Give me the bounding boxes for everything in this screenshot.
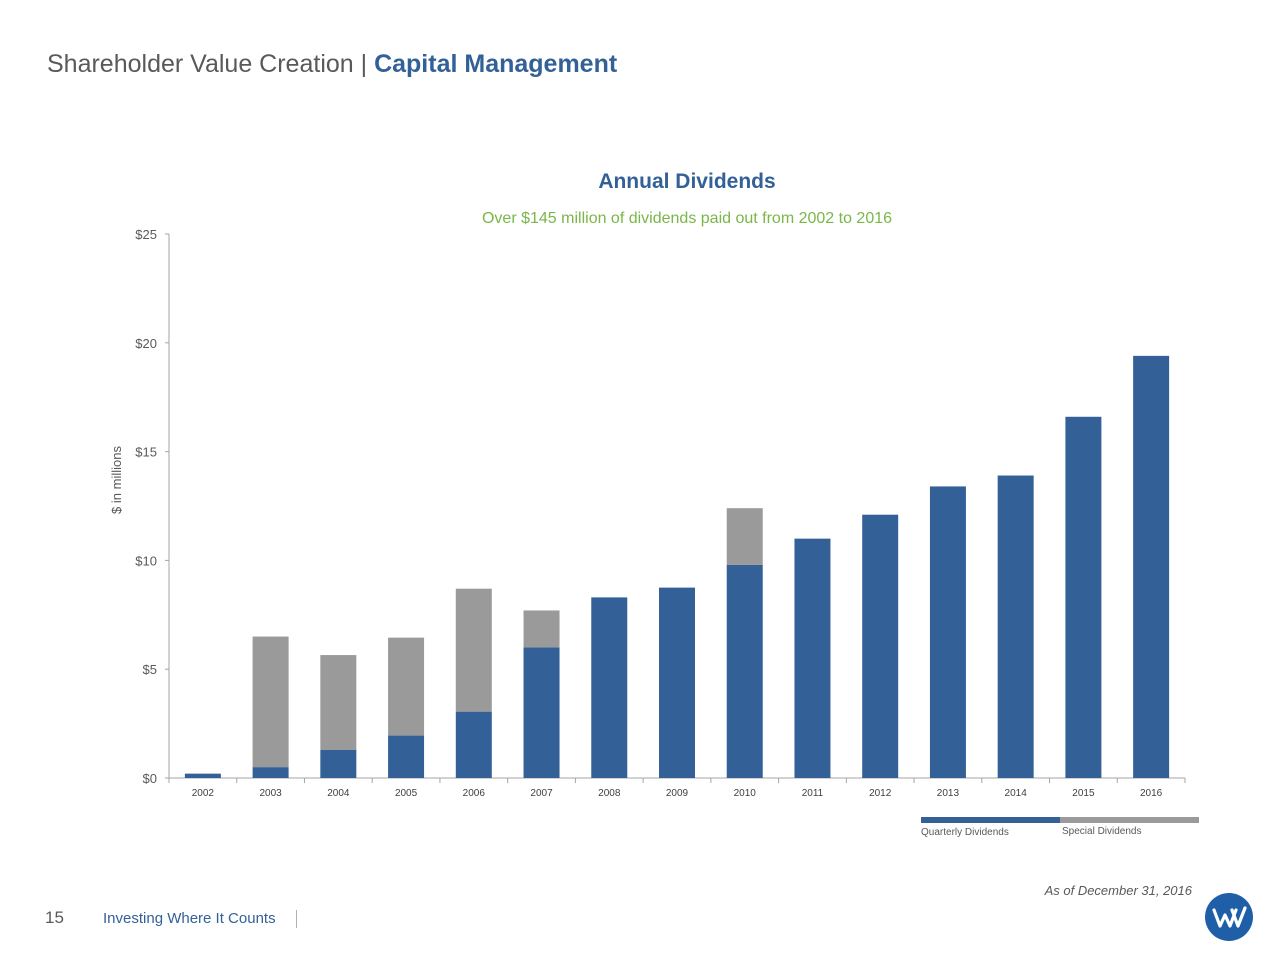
x-tick-label: 2013 [937,788,960,799]
x-tick-label: 2003 [259,788,282,799]
bar-quarterly-2010 [726,564,763,778]
bar-special-2007 [523,610,560,648]
bar-quarterly-2009 [659,587,695,778]
page-number: 15 [45,908,64,927]
y-tick-label: $5 [143,662,157,677]
x-tick-label: 2008 [598,788,621,799]
x-tick-label: 2005 [395,788,418,799]
y-tick-label: $25 [135,227,157,242]
bar-quarterly-2002 [184,773,221,778]
y-tick-label: $15 [135,445,157,460]
y-tick-label: $0 [143,771,157,786]
bar-quarterly-2016 [1133,355,1170,778]
bar-quarterly-2012 [862,514,899,778]
x-tick-label: 2012 [869,788,892,799]
slide-title-prefix: Shareholder Value Creation | [47,50,368,78]
bar-special-2010 [726,508,763,565]
bar-quarterly-2013 [929,486,966,778]
chart-subtitle: Over $145 million of dividends paid out … [481,210,893,227]
bar-quarterly-2005 [388,735,425,778]
x-tick-label: 2002 [192,788,215,799]
bar-special-2004 [320,655,357,750]
x-tick-label: 2010 [734,788,757,799]
as-of-date: As of December 31, 2016 [1044,883,1192,898]
x-tick-label: 2009 [666,788,689,799]
legend-swatch-special [1060,817,1199,823]
company-logo-icon [1205,893,1253,941]
bar-quarterly-2015 [1065,416,1102,778]
chart-legend: Quarterly Dividends Special Dividends [921,817,1199,847]
x-tick-label: 2015 [1072,788,1095,799]
chart-title: Annual Dividends [598,170,776,193]
bar-quarterly-2006 [455,711,492,778]
bar-special-2005 [388,637,425,736]
y-tick-label: $10 [135,553,157,568]
x-tick-label: 2006 [463,788,486,799]
x-tick-label: 2007 [530,788,553,799]
y-axis-label: $ in millions [109,446,124,514]
legend-swatch-quarterly [921,817,1060,823]
x-tick-label: 2011 [802,788,824,799]
bar-quarterly-2004 [320,749,357,778]
footer-tagline: Investing Where It Counts [103,910,276,927]
x-tick-label: 2004 [327,788,350,799]
x-tick-label: 2014 [1005,788,1028,799]
bar-quarterly-2011 [794,538,831,778]
slide-title-accent: Capital Management [374,50,618,78]
bar-quarterly-2008 [591,597,628,778]
bar-special-2003 [252,636,289,768]
bar-quarterly-2003 [252,767,289,778]
footer-divider [296,910,297,928]
y-tick-label: $20 [135,336,157,351]
bar-special-2006 [455,588,492,712]
slide-title: Shareholder Value Creation | Capital Man… [47,48,617,80]
bar-quarterly-2014 [997,475,1034,778]
legend-label-quarterly: Quarterly Dividends [921,827,1009,838]
x-tick-label: 2016 [1140,788,1163,799]
legend-label-special: Special Dividends [1062,826,1142,837]
bar-quarterly-2007 [523,647,560,778]
